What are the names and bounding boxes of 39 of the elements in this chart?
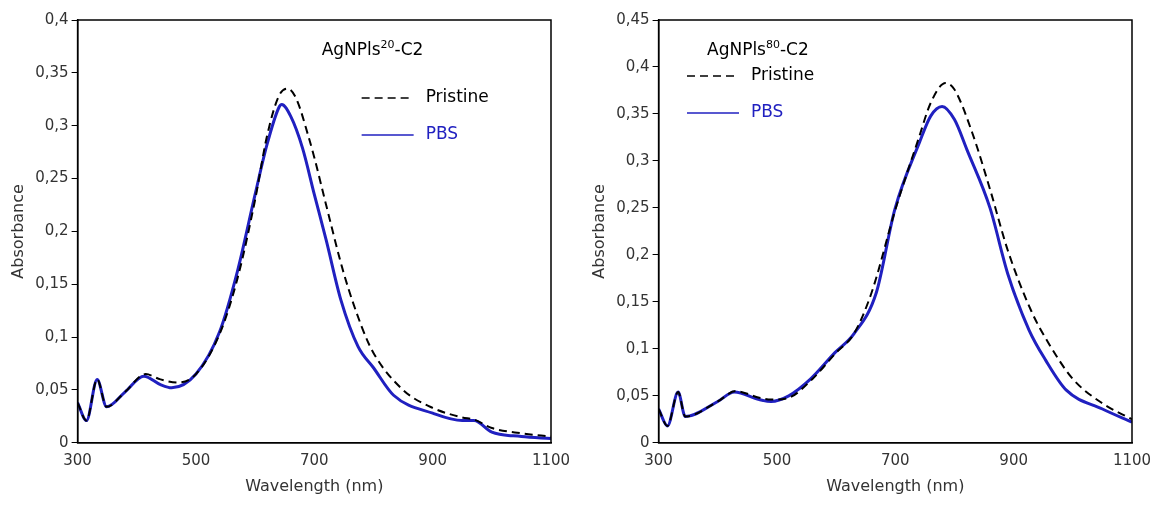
legend-label: Pristine	[751, 64, 815, 85]
x-tick-label: 1100	[531, 450, 571, 469]
y-tick-label: 0,25	[616, 197, 650, 216]
y-axis-title: Absorbance	[7, 184, 27, 279]
x-tick-label: 700	[299, 450, 329, 469]
legend-label: Pristine	[425, 86, 489, 107]
x-tick-label: 700	[880, 450, 910, 469]
text: AgNPls$^{80}$-C2	[707, 38, 809, 59]
y-tick-label: 0,35	[616, 103, 650, 122]
y-tick-label: 0,25	[35, 168, 69, 187]
x-tick-label: 900	[418, 450, 447, 469]
y-tick-label: 0,4	[625, 56, 650, 75]
legend-label: PBS	[751, 101, 784, 122]
x-tick-label: 300	[63, 450, 92, 469]
y-axis-title: Absorbance	[588, 184, 608, 279]
text: AgNPls$^{20}$-C2	[321, 38, 424, 59]
x-axis-title: Wavelength (nm)	[245, 475, 384, 495]
y-tick-label: 0,05	[616, 385, 650, 404]
y-tick-label: 0,35	[35, 62, 69, 81]
y-tick-label: 0,15	[35, 274, 69, 293]
x-tick-label: 900	[999, 450, 1028, 469]
x-tick-label: 1100	[1112, 450, 1152, 469]
x-tick-label: 500	[181, 450, 211, 469]
y-tick-label: 0,45	[616, 9, 650, 28]
y-tick-label: 0,05	[35, 379, 69, 398]
y-tick-label: 0,1	[44, 326, 69, 345]
y-tick-label: 0	[640, 432, 650, 451]
y-tick-label: 0,3	[625, 150, 650, 169]
x-tick-label: 300	[644, 450, 673, 469]
y-tick-label: 0,15	[616, 291, 650, 310]
y-tick-label: 0,4	[44, 9, 69, 28]
x-tick-label: 500	[762, 450, 792, 469]
y-tick-label: 0,2	[625, 244, 650, 263]
y-tick-label: 0,3	[44, 115, 69, 134]
y-tick-label: 0,2	[44, 221, 69, 240]
y-tick-label: 0	[59, 432, 69, 451]
y-tick-label: 0,1	[625, 338, 650, 357]
legend-label: PBS	[425, 123, 459, 144]
x-axis-title: Wavelength (nm)	[826, 475, 965, 495]
